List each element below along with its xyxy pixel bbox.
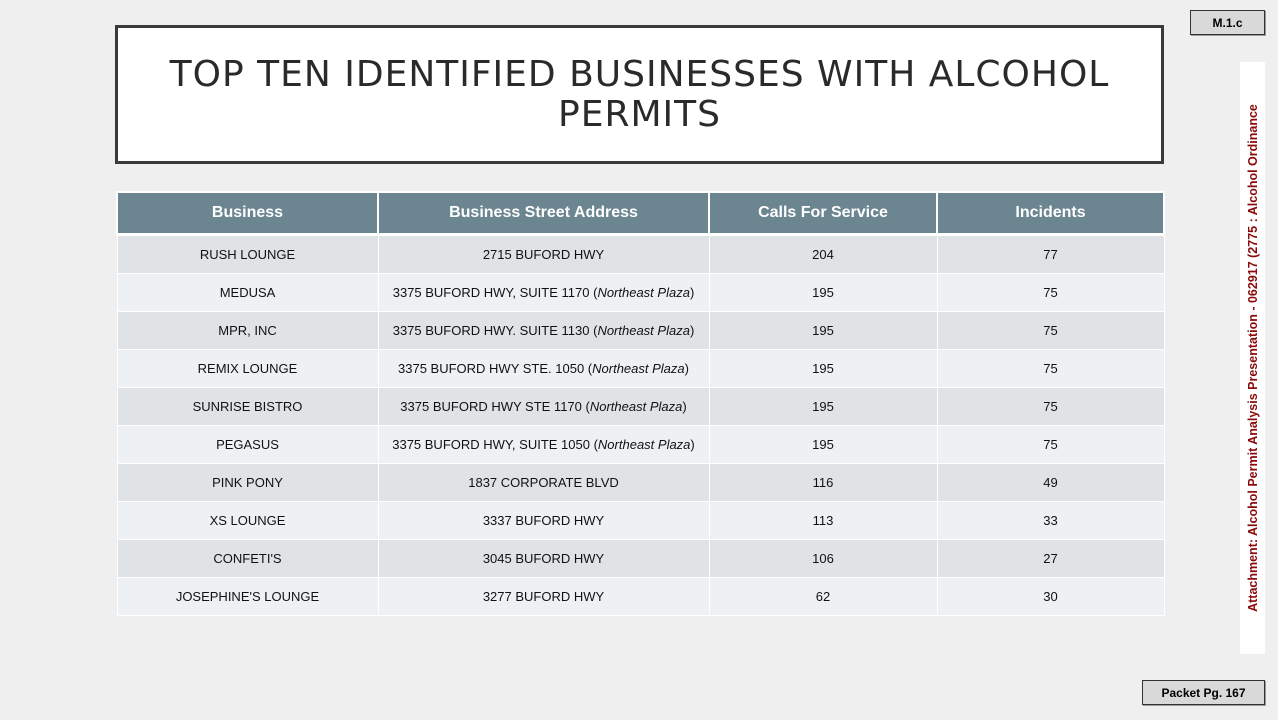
address-cell: 3375 BUFORD HWY STE. 1050 (Northeast Pla… [377,349,710,388]
incidents-cell: 75 [936,349,1165,388]
table-row: CONFETI'S 3045 BUFORD HWY 106 27 [116,539,1165,578]
table-row: MPR, INC 3375 BUFORD HWY. SUITE 1130 (Nor… [116,311,1165,350]
header-address: Business Street Address [377,191,710,236]
address-text: 3375 BUFORD HWY STE. 1050 [398,361,585,376]
plaza-name: Northeast Plaza [597,437,691,452]
address-cell: 3277 BUFORD HWY [377,577,710,616]
incidents-cell: 30 [936,577,1165,616]
calls-cell: 195 [708,387,938,426]
address-cell: 3045 BUFORD HWY [377,539,710,578]
calls-cell: 62 [708,577,938,616]
plaza-name: Northeast Plaza [592,361,685,376]
calls-cell: 195 [708,273,938,312]
incidents-cell: 77 [936,234,1165,274]
table-row: JOSEPHINE'S LOUNGE 3277 BUFORD HWY 62 30 [116,577,1165,616]
address-cell: 3375 BUFORD HWY. SUITE 1130 (Northeast P… [377,311,710,350]
header-incidents: Incidents [936,191,1165,236]
business-cell: MPR, INC [116,311,379,350]
incidents-cell: 75 [936,273,1165,312]
address-cell: 3337 BUFORD HWY [377,501,710,540]
table-row: REMIX LOUNGE 3375 BUFORD HWY STE. 1050 (N… [116,349,1165,388]
table-row: MEDUSA 3375 BUFORD HWY, SUITE 1170 (North… [116,273,1165,312]
calls-cell: 204 [708,234,938,274]
incidents-cell: 33 [936,501,1165,540]
address-cell: 3375 BUFORD HWY, SUITE 1050 (Northeast P… [377,425,710,464]
address-cell: 3375 BUFORD HWY STE 1170 (Northeast Plaz… [377,387,710,426]
business-cell: PINK PONY [116,463,379,502]
table-row: PINK PONY 1837 CORPORATE BLVD 116 49 [116,463,1165,502]
calls-cell: 116 [708,463,938,502]
incidents-cell: 75 [936,425,1165,464]
calls-cell: 195 [708,349,938,388]
calls-cell: 106 [708,539,938,578]
plaza-name: Northeast Plaza [589,399,683,414]
plaza-name: Northeast Plaza [597,323,690,338]
incidents-cell: 27 [936,539,1165,578]
plaza-name: Northeast Plaza [597,285,690,300]
business-cell: PEGASUS [116,425,379,464]
header-calls: Calls For Service [708,191,938,236]
slide-title: TOP TEN IDENTIFIED BUSINESSES WITH ALCOH… [169,53,1110,135]
slide-title-box: TOP TEN IDENTIFIED BUSINESSES WITH ALCOH… [115,25,1164,164]
businesses-table: Business Business Street Address Calls F… [116,191,1165,616]
address-cell: 1837 CORPORATE BLVD [377,463,710,502]
address-text: 3277 BUFORD HWY [482,589,605,604]
address-text: 1837 CORPORATE BLVD [468,475,619,490]
address-text: 3375 BUFORD HWY, SUITE 1050 [392,437,590,452]
table-header-row: Business Business Street Address Calls F… [116,191,1165,236]
address-text: 3045 BUFORD HWY [482,551,605,566]
table-row: SUNRISE BISTRO 3375 BUFORD HWY STE 1170 (… [116,387,1165,426]
calls-cell: 195 [708,425,938,464]
incidents-cell: 75 [936,387,1165,426]
address-text: 3375 BUFORD HWY, SUITE 1170 [392,285,590,300]
packet-page-badge: Packet Pg. 167 [1142,680,1265,705]
agenda-code-badge: M.1.c [1190,10,1265,35]
business-cell: MEDUSA [116,273,379,312]
table-row: XS LOUNGE 3337 BUFORD HWY 113 33 [116,501,1165,540]
incidents-cell: 75 [936,311,1165,350]
business-cell: XS LOUNGE [116,501,379,540]
business-cell: SUNRISE BISTRO [116,387,379,426]
address-text: 2715 BUFORD HWY [482,247,605,262]
address-text: 3375 BUFORD HWY STE 1170 [400,399,582,414]
business-cell: REMIX LOUNGE [116,349,379,388]
attachment-side-panel [1240,62,1265,654]
incidents-cell: 49 [936,463,1165,502]
table-row: PEGASUS 3375 BUFORD HWY, SUITE 1050 (Nort… [116,425,1165,464]
address-text: 3337 BUFORD HWY [482,513,605,528]
table-row: RUSH LOUNGE 2715 BUFORD HWY 204 77 [116,234,1165,274]
calls-cell: 195 [708,311,938,350]
attachment-label: Attachment: Alcohol Permit Analysis Pres… [1246,104,1260,612]
address-cell: 3375 BUFORD HWY, SUITE 1170 (Northeast P… [377,273,710,312]
address-cell: 2715 BUFORD HWY [377,234,710,274]
calls-cell: 113 [708,501,938,540]
header-business: Business [116,191,379,236]
business-cell: RUSH LOUNGE [116,234,379,274]
address-text: 3375 BUFORD HWY. SUITE 1130 [392,323,590,338]
business-cell: JOSEPHINE'S LOUNGE [116,577,379,616]
business-cell: CONFETI'S [116,539,379,578]
